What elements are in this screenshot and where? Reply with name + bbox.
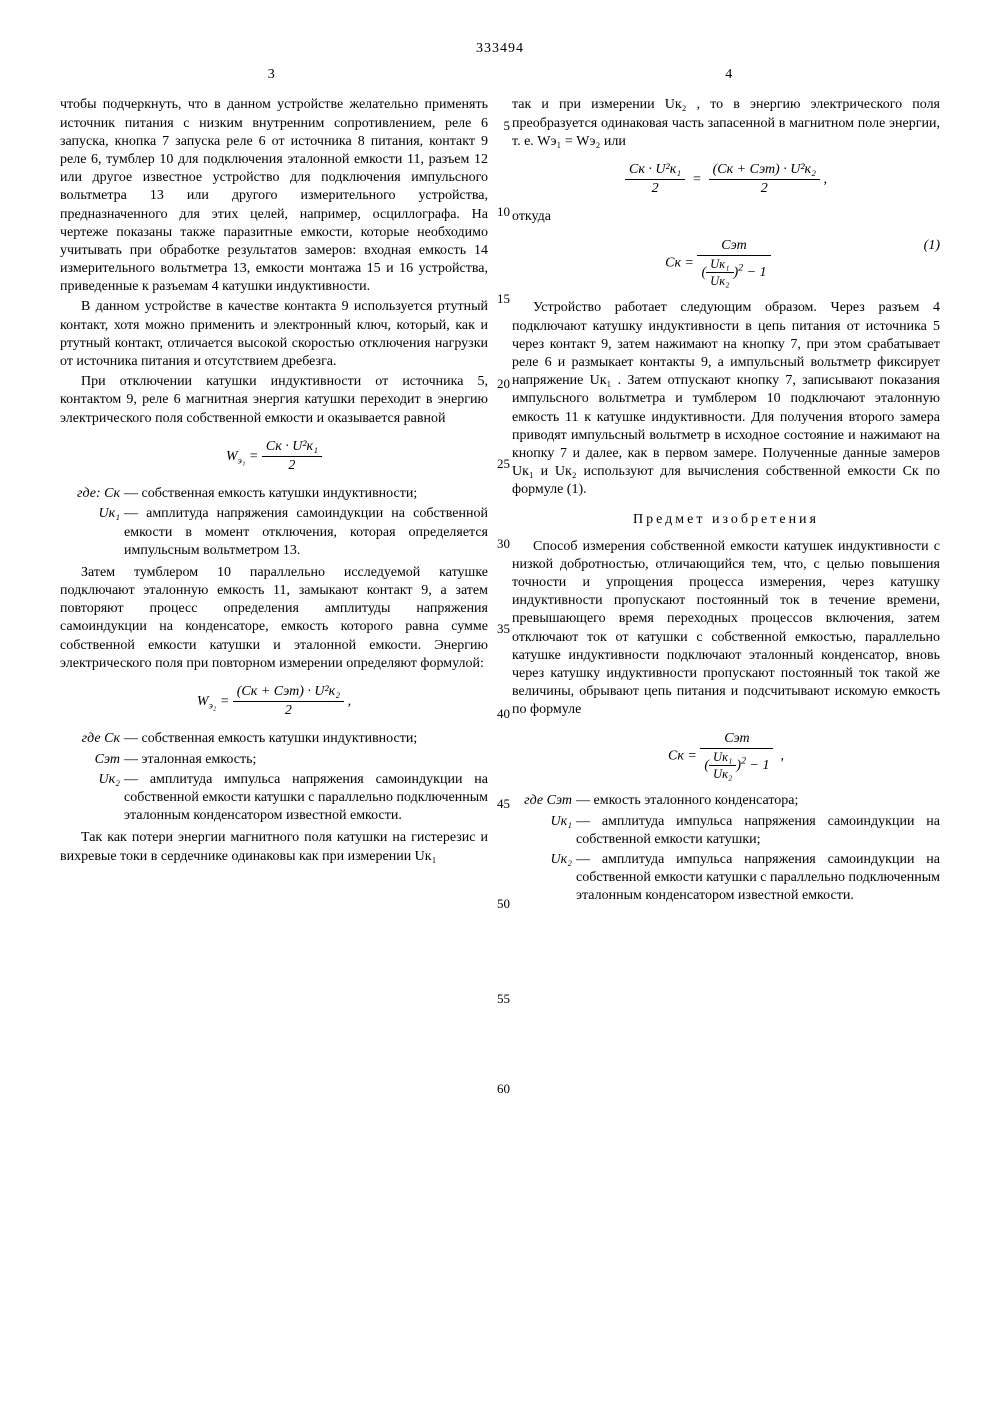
line-number: 50 bbox=[494, 896, 510, 913]
body-text: чтобы подчеркнуть, что в данном устройст… bbox=[60, 96, 488, 296]
page-num-left: 3 bbox=[60, 66, 482, 84]
body-text: Так как потери энергии магнитного поля к… bbox=[60, 829, 488, 865]
def-term: Cэт bbox=[60, 751, 124, 769]
def-term: Uк₁ bbox=[512, 813, 576, 849]
definition-list: где Cэт — емкость эталонного конденсатор… bbox=[512, 792, 940, 905]
def-term: Uк₂ bbox=[60, 771, 124, 826]
line-number: 10 bbox=[494, 204, 510, 221]
line-number: 30 bbox=[494, 536, 510, 553]
formula-5: Cк = Cэт ( Uк₁ Uк₂ )2 − 1 , bbox=[512, 730, 940, 783]
line-number: 25 bbox=[494, 456, 510, 473]
section-title: Предмет изобретения bbox=[512, 511, 940, 529]
def-text: — емкость эталонного конденсатора; bbox=[576, 792, 940, 810]
formula-1: Wэ₁ = Cк · U²к₁ 2 bbox=[60, 438, 488, 475]
formula-4: (1) Cк = Cэт ( Uк₁ Uк₂ )2 − 1 bbox=[512, 237, 940, 290]
line-number: 40 bbox=[494, 706, 510, 723]
body-text: откуда bbox=[512, 208, 940, 226]
body-text: При отключении катушки индуктивности от … bbox=[60, 373, 488, 428]
line-number: 20 bbox=[494, 376, 510, 393]
def-text: — собственная емкость катушки индуктивно… bbox=[124, 485, 488, 503]
definition-list: где Cк — собственная емкость катушки инд… bbox=[60, 730, 488, 825]
def-term: Uк₁ bbox=[60, 505, 124, 560]
line-number: 55 bbox=[494, 991, 510, 1008]
body-text: В данном устройстве в качестве контакта … bbox=[60, 298, 488, 371]
patent-number: 333494 bbox=[60, 40, 940, 58]
body-text: Способ измерения собственной емкости кат… bbox=[512, 538, 940, 720]
line-number: 15 bbox=[494, 291, 510, 308]
def-where: где: Cк bbox=[60, 485, 124, 503]
def-text: — амплитуда импульса напряжения самоинду… bbox=[576, 813, 940, 849]
line-number: 45 bbox=[494, 796, 510, 813]
def-term: Uк₂ bbox=[512, 851, 576, 906]
line-number: 35 bbox=[494, 621, 510, 638]
body-text: Затем тумблером 10 параллельно исследуем… bbox=[60, 564, 488, 673]
equation-number: (1) bbox=[924, 237, 940, 255]
formula-3: Cк · U²к₁ 2 = (Cк + Cэт) · U²к₂ 2 , bbox=[512, 161, 940, 198]
page-num-right: 4 bbox=[518, 66, 940, 84]
body-text: так и при измерении Uк₂ , то в энергию э… bbox=[512, 96, 940, 151]
def-text: — эталонная емкость; bbox=[124, 751, 488, 769]
line-number: 5 bbox=[494, 118, 510, 135]
right-column: 5 10 15 20 25 30 35 40 45 50 55 60 так и… bbox=[512, 96, 940, 909]
body-text: Устройство работает следующим образом. Ч… bbox=[512, 299, 940, 499]
formula-2: Wэ₂ = (Cк + Cэт) · U²к₂ 2 , bbox=[60, 683, 488, 720]
def-text: — собственная емкость катушки индуктивно… bbox=[124, 730, 488, 748]
line-number: 60 bbox=[494, 1081, 510, 1098]
def-where: где Cэт bbox=[512, 792, 576, 810]
left-column: чтобы подчеркнуть, что в данном устройст… bbox=[60, 96, 488, 909]
def-text: — амплитуда напряжения самоиндукции на с… bbox=[124, 505, 488, 560]
def-text: — амплитуда импульса напряжения самоинду… bbox=[576, 851, 940, 906]
definition-list: где: Cк — собственная емкость катушки ин… bbox=[60, 485, 488, 560]
def-where: где Cк bbox=[60, 730, 124, 748]
def-text: — амплитуда импульса напряжения самоинду… bbox=[124, 771, 488, 826]
